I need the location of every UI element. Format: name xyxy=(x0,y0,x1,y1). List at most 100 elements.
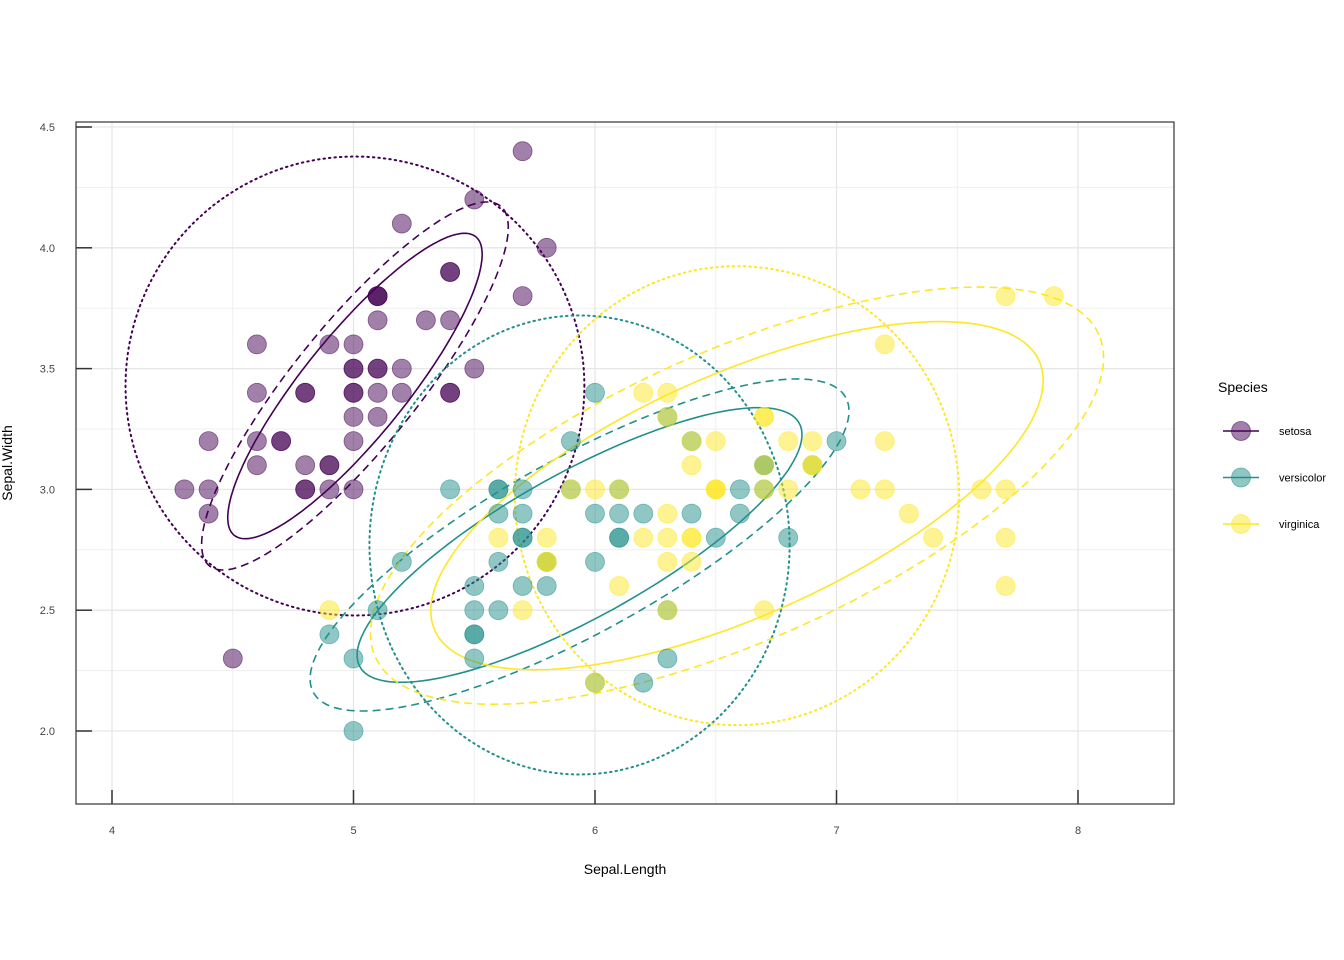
data-point-virginica xyxy=(585,672,605,693)
legend-label-versicolor: versicolor xyxy=(1279,473,1326,485)
data-point-setosa xyxy=(440,310,461,331)
x-tick-label: 4 xyxy=(109,825,115,837)
x-axis-title: Sepal.Length xyxy=(584,861,667,877)
x-tick-label: 6 xyxy=(592,825,598,837)
data-point-virginica xyxy=(995,479,1016,500)
data-point-virginica xyxy=(681,527,702,548)
data-point-virginica xyxy=(754,455,774,476)
data-point-setosa xyxy=(222,648,243,669)
ellipse-dotted-virginica xyxy=(513,265,961,727)
data-point-virginica xyxy=(778,431,799,452)
data-point-virginica xyxy=(657,382,678,403)
ellipse-solid-setosa xyxy=(226,232,484,540)
data-point-setosa xyxy=(367,310,388,331)
data-point-virginica xyxy=(681,431,702,452)
legend-title: Species xyxy=(1218,379,1268,395)
data-point-setosa xyxy=(367,382,388,403)
data-point-virginica xyxy=(995,576,1016,596)
data-point-versicolor xyxy=(778,527,799,548)
data-point-virginica xyxy=(681,455,702,476)
data-point-versicolor xyxy=(512,576,533,596)
data-point-setosa xyxy=(512,141,533,162)
x-tick-label: 8 xyxy=(1075,825,1081,837)
y-axis-title: Sepal.Width xyxy=(0,425,15,500)
y-tick-label: 3.5 xyxy=(40,364,55,376)
data-point-setosa xyxy=(343,382,364,403)
data-point-virginica xyxy=(705,479,726,500)
data-point-setosa xyxy=(246,431,267,452)
data-point-setosa xyxy=(295,382,316,403)
data-point-versicolor xyxy=(585,552,605,572)
data-point-virginica xyxy=(1044,286,1064,307)
legend-key-point-setosa xyxy=(1231,421,1251,441)
data-point-setosa xyxy=(198,479,219,500)
data-point-versicolor xyxy=(488,552,509,572)
data-point-versicolor xyxy=(391,552,412,572)
data-point-virginica xyxy=(657,552,678,572)
legend: Species setosa versicolor virginica xyxy=(1218,379,1326,534)
ellipse-solid-virginica xyxy=(429,320,1045,671)
data-point-versicolor xyxy=(730,479,750,500)
data-point-setosa xyxy=(464,189,485,210)
data-point-versicolor xyxy=(319,624,340,645)
data-point-virginica xyxy=(874,334,895,355)
data-point-virginica xyxy=(512,600,533,621)
data-point-virginica xyxy=(874,431,895,452)
data-point-virginica xyxy=(488,527,509,548)
y-tick-label: 3.0 xyxy=(40,484,55,496)
data-point-setosa xyxy=(512,286,533,307)
data-point-versicolor xyxy=(464,600,485,621)
data-point-virginica xyxy=(657,527,678,548)
data-point-versicolor xyxy=(609,503,629,524)
data-point-versicolor xyxy=(633,672,654,693)
x-tick-label: 5 xyxy=(350,825,356,837)
data-point-versicolor xyxy=(561,431,581,452)
point-layer xyxy=(174,141,1064,741)
data-point-virginica xyxy=(802,455,823,476)
data-point-setosa xyxy=(391,358,412,379)
y-axis-ticks: 2.0 2.5 3.0 3.5 4.0 4.5 xyxy=(40,122,92,738)
data-point-setosa xyxy=(271,431,292,452)
data-point-setosa xyxy=(198,431,219,452)
data-point-versicolor xyxy=(343,648,364,669)
y-tick-label: 4.5 xyxy=(40,122,55,134)
data-point-versicolor xyxy=(585,503,605,524)
data-point-setosa xyxy=(391,213,412,234)
data-point-virginica xyxy=(995,527,1016,548)
data-point-virginica xyxy=(754,479,774,500)
y-tick-label: 2.5 xyxy=(40,605,55,617)
y-tick-label: 2.0 xyxy=(40,726,55,738)
data-point-setosa xyxy=(295,479,316,500)
plot-background xyxy=(76,122,1174,804)
data-point-virginica xyxy=(754,406,774,427)
data-point-versicolor xyxy=(826,431,847,452)
data-point-setosa xyxy=(464,358,485,379)
data-point-setosa xyxy=(367,286,388,307)
data-point-setosa xyxy=(415,310,436,331)
data-point-versicolor xyxy=(488,600,509,621)
data-point-setosa xyxy=(536,237,557,258)
legend-label-virginica: virginica xyxy=(1279,519,1320,531)
data-point-versicolor xyxy=(367,600,388,621)
data-point-virginica xyxy=(561,479,581,500)
data-point-versicolor xyxy=(705,527,726,548)
data-point-virginica xyxy=(657,406,678,427)
ellipse-dashed-versicolor xyxy=(309,378,850,712)
data-point-setosa xyxy=(343,431,364,452)
ellipse-dashed-virginica xyxy=(369,286,1105,705)
data-point-versicolor xyxy=(512,479,533,500)
data-point-versicolor xyxy=(609,527,629,548)
data-point-setosa xyxy=(198,503,219,524)
data-point-versicolor xyxy=(512,503,533,524)
data-point-virginica xyxy=(319,600,340,621)
legend-key-point-virginica xyxy=(1231,514,1251,534)
ellipse-dashed-setosa xyxy=(200,201,510,571)
data-point-setosa xyxy=(319,479,340,500)
data-point-setosa xyxy=(440,382,461,403)
data-point-virginica xyxy=(536,552,557,572)
x-tick-label: 7 xyxy=(833,825,839,837)
data-point-setosa xyxy=(246,382,267,403)
data-point-setosa xyxy=(367,358,388,379)
data-point-virginica xyxy=(899,503,919,524)
